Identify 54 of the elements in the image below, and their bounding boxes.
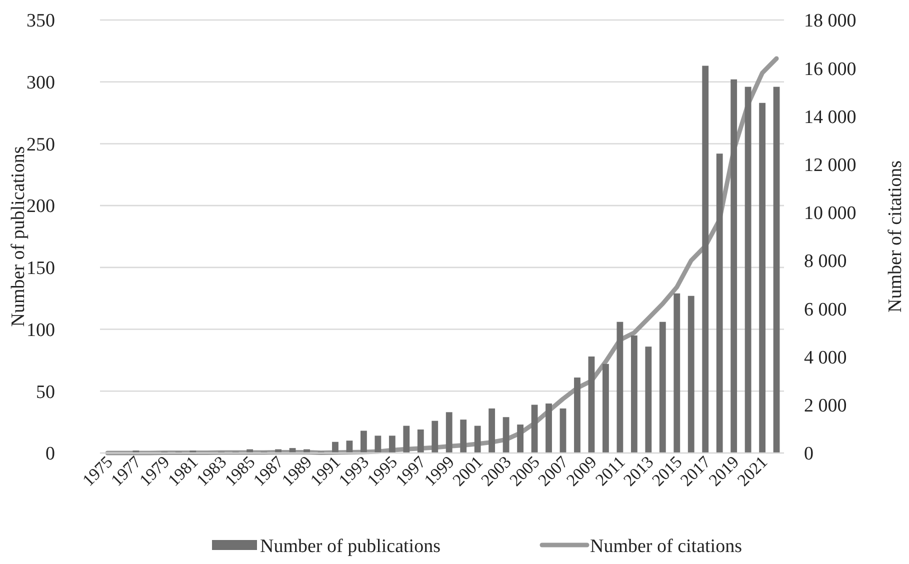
bar	[630, 335, 638, 453]
bar	[588, 356, 595, 453]
y-tick-label: 250	[26, 134, 55, 156]
bar	[460, 420, 467, 453]
y2-tick-label: 6 000	[804, 299, 847, 320]
bar	[688, 296, 694, 453]
y-tick-label: 300	[26, 72, 55, 94]
bar	[531, 404, 538, 453]
bar	[417, 429, 424, 453]
bar	[432, 420, 438, 453]
bar	[759, 102, 766, 453]
y-axis-title: Number of publications	[8, 146, 29, 327]
bar	[702, 66, 709, 453]
y2-tick-label: 14 000	[804, 106, 856, 128]
y2-tick-label: 8 000	[804, 251, 847, 272]
bar	[546, 404, 552, 453]
bar	[730, 79, 738, 453]
bar	[659, 322, 666, 453]
y-tick-label: 0	[46, 444, 55, 465]
legend-label: Number of citations	[590, 536, 742, 557]
y-tick-label: 350	[26, 10, 55, 32]
bar	[773, 86, 780, 453]
y2-tick-label: 18 000	[804, 10, 856, 32]
y2-tick-label: 16 000	[804, 58, 856, 80]
bar	[560, 408, 566, 453]
y2-tick-label: 2 000	[804, 396, 847, 417]
y2-tick-label: 0	[804, 444, 814, 465]
bar	[574, 378, 580, 453]
bar	[446, 412, 452, 453]
bar	[346, 440, 353, 453]
y2-tick-label: 4 000	[804, 347, 847, 368]
bar	[744, 86, 752, 453]
bar	[502, 417, 510, 453]
legend-label: Number of publications	[260, 536, 440, 557]
bar	[488, 408, 496, 453]
bar	[374, 436, 382, 453]
y-tick-label: 50	[36, 382, 55, 403]
bar	[360, 430, 367, 453]
bar	[645, 346, 652, 453]
bar	[616, 322, 624, 453]
bar	[517, 424, 524, 453]
y2-axis-title: Number of citations	[885, 160, 906, 312]
bar	[474, 426, 481, 453]
y2-tick-label: 12 000	[804, 154, 856, 176]
y-tick-label: 100	[26, 320, 55, 341]
bar	[332, 442, 338, 453]
y2-tick-label: 10 000	[804, 203, 856, 224]
bar	[602, 364, 609, 453]
y-tick-label: 200	[26, 196, 55, 218]
bar	[388, 436, 396, 453]
y-tick-label: 150	[26, 258, 55, 280]
bar	[716, 154, 723, 453]
bar	[403, 426, 410, 453]
bar	[674, 293, 680, 453]
